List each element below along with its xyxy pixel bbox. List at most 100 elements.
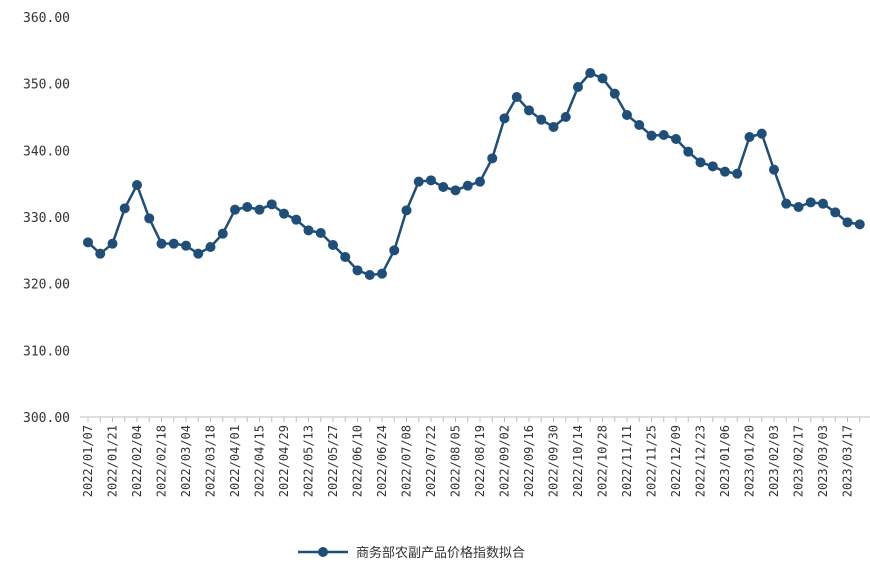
x-tick-label: 2023/02/17 [792, 425, 806, 497]
x-tick-label: 2022/10/28 [596, 425, 610, 497]
x-tick-label: 2023/03/03 [816, 425, 830, 497]
x-tick-label: 2022/04/15 [253, 425, 267, 497]
data-point [450, 185, 461, 196]
x-tick-label: 2022/02/18 [155, 425, 169, 497]
x-tick-label: 2022/01/21 [106, 425, 120, 497]
series-line [87, 71, 860, 277]
y-tick-label: 350.00 [23, 78, 70, 93]
data-point [475, 176, 485, 187]
data-point [842, 217, 853, 228]
data-point [132, 180, 142, 190]
data-point [95, 248, 106, 259]
data-point [793, 202, 804, 212]
x-tick-label: 2022/03/18 [204, 425, 218, 497]
data-point [352, 265, 363, 276]
x-tick-label: 2022/01/07 [81, 425, 95, 497]
x-tick-label: 2022/08/19 [473, 425, 487, 497]
data-point [646, 130, 657, 141]
data-point [107, 238, 118, 249]
data-point [377, 268, 387, 279]
data-point [560, 112, 571, 122]
y-tick-label: 310.00 [23, 344, 70, 359]
data-point [303, 225, 314, 236]
data-point [854, 219, 865, 230]
legend-marker [318, 547, 328, 557]
data-point [193, 248, 204, 259]
data-point [401, 205, 412, 216]
data-point [279, 208, 289, 219]
x-tick-label: 2022/07/22 [424, 425, 438, 497]
data-point [732, 168, 743, 179]
data-point [597, 73, 608, 84]
data-point [781, 198, 792, 209]
x-tick-label: 2022/06/10 [351, 425, 365, 497]
x-tick-label: 2022/10/14 [571, 425, 585, 497]
data-point [683, 146, 694, 157]
legend-label: 商务部农副产品价格指数拟合 [356, 545, 525, 561]
data-point [658, 130, 669, 140]
y-tick-label: 360.00 [23, 11, 70, 26]
data-point [205, 242, 216, 252]
y-tick-label: 300.00 [23, 411, 70, 426]
x-tick-label: 2023/02/03 [767, 425, 781, 497]
data-point [499, 113, 510, 124]
data-point [217, 228, 228, 239]
data-point [426, 175, 436, 186]
x-tick-label: 2022/12/23 [694, 425, 708, 497]
data-point [830, 207, 841, 218]
x-axis-ticks: 2022/01/07 2022/01/21 2022/02/04 2022/02/18… [81, 417, 861, 497]
data-point [511, 92, 522, 102]
data-point [230, 204, 240, 215]
data-point [695, 157, 706, 168]
data-point [364, 270, 375, 280]
y-axis-ticks: 300.00 310.00 320.00 330.00 340.00 350.00 360.… [23, 11, 70, 426]
data-point [340, 252, 351, 262]
data-point [707, 161, 718, 172]
x-tick-label: 2022/06/24 [375, 425, 389, 497]
x-tick-label: 2022/09/16 [522, 425, 536, 497]
data-point [769, 164, 779, 175]
data-point [805, 197, 816, 208]
x-tick-label: 2022/04/29 [277, 425, 291, 497]
y-tick-label: 340.00 [23, 144, 70, 159]
x-tick-label: 2023/01/06 [718, 425, 732, 497]
data-point [634, 120, 645, 130]
data-point [524, 105, 534, 116]
data-point [536, 114, 547, 125]
data-point [119, 203, 130, 214]
data-point [144, 213, 155, 224]
legend: 商务部农副产品价格指数拟合 [298, 545, 525, 561]
data-point [744, 132, 755, 142]
data-point [462, 180, 473, 191]
data-point [487, 153, 498, 164]
data-point [622, 110, 632, 120]
x-tick-label: 2022/05/13 [302, 425, 316, 497]
data-point [242, 202, 253, 212]
data-point [609, 88, 620, 99]
data-point [585, 68, 596, 78]
x-tick-label: 2022/11/25 [645, 425, 659, 497]
data-point [389, 245, 400, 256]
x-tick-label: 2022/05/27 [326, 425, 340, 497]
x-tick-label: 2022/08/05 [449, 425, 463, 497]
data-point [181, 240, 191, 251]
data-point [671, 134, 681, 144]
data-point [438, 182, 449, 192]
data-point [254, 204, 265, 215]
x-tick-label: 2023/03/17 [841, 425, 855, 497]
x-tick-label: 2022/12/09 [669, 425, 683, 497]
x-tick-label: 2022/03/04 [179, 425, 193, 497]
y-tick-label: 320.00 [23, 278, 70, 293]
data-point [573, 82, 583, 92]
data-point [720, 166, 730, 177]
y-tick-label: 330.00 [23, 211, 70, 226]
data-point [83, 237, 93, 248]
data-point [548, 122, 559, 132]
data-point [156, 238, 167, 249]
series-points [83, 68, 865, 280]
data-point [756, 128, 767, 139]
data-point [413, 176, 424, 187]
x-tick-label: 2022/07/08 [400, 425, 414, 497]
data-point [315, 228, 326, 238]
